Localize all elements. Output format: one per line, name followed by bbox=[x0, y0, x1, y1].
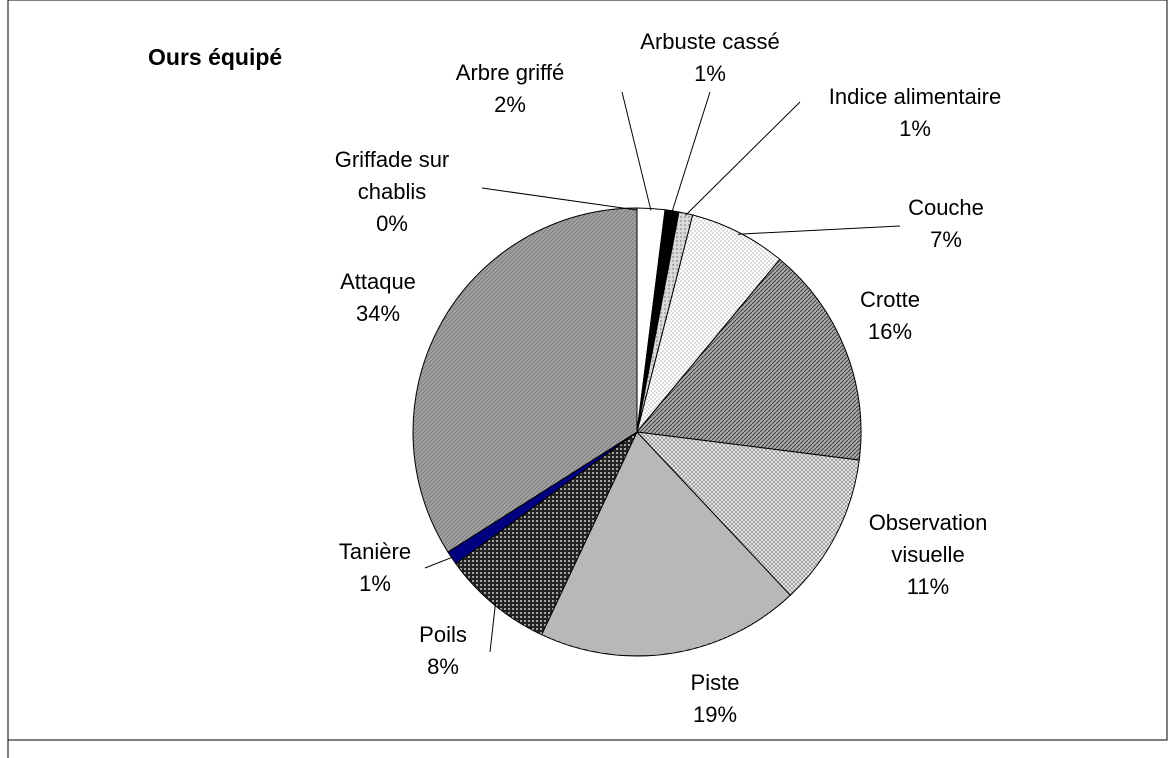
slice-label: Arbre griffé 2% bbox=[435, 57, 585, 121]
slice-name: Indice alimentaire bbox=[828, 84, 1002, 109]
slice-value: 2% bbox=[494, 92, 526, 117]
slice-label: Tanière 1% bbox=[325, 536, 425, 600]
slice-label: Indice alimentaire 1% bbox=[795, 81, 1035, 145]
slice-label: Piste 19% bbox=[670, 667, 760, 731]
slice-name: Attaque bbox=[340, 269, 416, 294]
slice-label: Arbuste cassé 1% bbox=[620, 26, 800, 90]
slice-label: Griffade sur chablis 0% bbox=[322, 144, 462, 240]
slice-value: 1% bbox=[694, 61, 726, 86]
chart-title: Ours équipé bbox=[148, 44, 283, 70]
pie-slice bbox=[635, 431, 860, 596]
leader-line bbox=[737, 225, 901, 235]
slice-name: Poils bbox=[419, 622, 467, 647]
leader-line bbox=[685, 101, 801, 216]
slice-name: Couche bbox=[908, 195, 984, 220]
slice-label: Attaque 34% bbox=[323, 266, 433, 330]
slice-name: Piste bbox=[690, 670, 740, 695]
slice-value: 1% bbox=[899, 116, 931, 141]
frame bbox=[7, 0, 1168, 758]
pie-slice bbox=[412, 207, 638, 553]
slice-name: Griffade sur chablis bbox=[334, 147, 450, 204]
slice-value: 16% bbox=[867, 319, 913, 344]
pie bbox=[412, 207, 862, 657]
slice-value: 11% bbox=[906, 574, 950, 599]
slice-label: Couche 7% bbox=[891, 192, 1001, 256]
leader-line bbox=[481, 187, 638, 211]
slice-value: 19% bbox=[692, 702, 738, 727]
slice-value: 1% bbox=[359, 571, 391, 596]
slice-value: 0% bbox=[376, 211, 408, 236]
pie-slice bbox=[636, 258, 862, 461]
slice-name: Arbuste cassé bbox=[640, 29, 780, 54]
slice-value: 34% bbox=[355, 301, 401, 326]
slice-name: Crotte bbox=[860, 287, 920, 312]
slice-label: Observation visuelle 11% bbox=[848, 507, 1008, 603]
slice-name: Arbre griffé bbox=[455, 60, 565, 85]
leader-line bbox=[671, 91, 711, 213]
pie-slice bbox=[455, 431, 638, 636]
slice-label: Poils 8% bbox=[403, 619, 483, 683]
slice-value: 7% bbox=[930, 227, 962, 252]
slice-value: 8% bbox=[427, 654, 459, 679]
pie-slice bbox=[540, 431, 792, 657]
leader-line bbox=[424, 556, 454, 569]
slice-label: Crotte 16% bbox=[835, 284, 945, 348]
slice-name: Observation visuelle bbox=[868, 510, 988, 567]
leader-line bbox=[621, 91, 652, 211]
slice-name: Tanière bbox=[338, 539, 412, 564]
leader-line bbox=[489, 602, 496, 653]
